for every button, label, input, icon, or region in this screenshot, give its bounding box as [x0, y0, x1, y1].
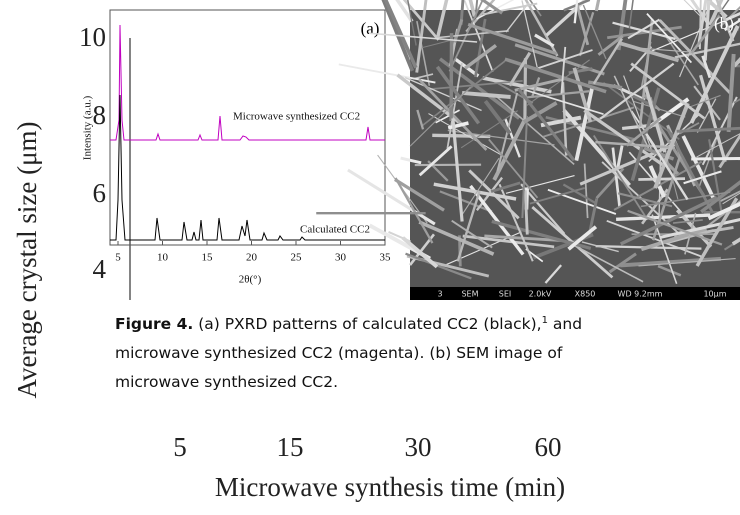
info-text: SEM: [461, 290, 478, 299]
panel-label: (a): [361, 19, 380, 38]
crystal: [638, 179, 685, 180]
y-axis-label: Intensity (a.u.): [82, 95, 94, 160]
trace-label: Calculated CC2: [300, 224, 370, 236]
bg-x-tick-label: 15: [277, 432, 304, 462]
x-tick-label: 30: [335, 252, 347, 264]
crystal: [596, 0, 617, 11]
magenta-trace: [110, 25, 385, 140]
bg-y-tick-label: 8: [93, 100, 107, 130]
bg-y-axis-label: Average crystal size (μm): [12, 121, 42, 398]
trace-label: Microwave synthesized CC2: [233, 111, 360, 123]
x-tick-label: 35: [380, 252, 392, 264]
bg-y-tick-label: 4: [93, 254, 107, 284]
bg-y-tick-label: 10: [79, 22, 106, 52]
info-text: 10μm: [703, 290, 726, 299]
x-tick-label: 20: [246, 252, 258, 264]
info-text: WD 9.2mm: [618, 290, 663, 299]
bg-x-tick-label: 60: [535, 432, 562, 462]
bg-y-tick-label: 6: [93, 178, 107, 208]
crystal: [525, 190, 527, 234]
page: Average crystal size (μm) 10864 5153060 …: [0, 0, 740, 515]
caption-text: (a) PXRD patterns of calculated CC2 (bla…: [193, 315, 541, 333]
caption-label: Figure 4.: [115, 315, 193, 333]
x-tick-label: 25: [291, 252, 303, 264]
panel-label: (b): [714, 14, 734, 33]
figure: Average crystal size (μm) 10864 5153060 …: [0, 0, 740, 515]
info-text: 3: [437, 290, 442, 299]
bg-x-axis-label: Microwave synthesis time (min): [215, 472, 565, 502]
info-text: 2.0kV: [529, 290, 552, 299]
bg-x-tick-label: 5: [173, 432, 187, 462]
info-text: X850: [575, 290, 596, 299]
x-tick-label: 15: [202, 252, 214, 264]
info-text: SEI: [499, 290, 512, 299]
caption: Figure 4. (a) PXRD patterns of calculate…: [115, 306, 645, 397]
panel-a-frame: [110, 10, 385, 245]
x-tick-label: 10: [157, 252, 169, 264]
bg-x-tick-label: 30: [405, 432, 432, 462]
x-tick-label: 5: [115, 252, 121, 264]
x-axis-label: 2θ(°): [239, 274, 262, 286]
